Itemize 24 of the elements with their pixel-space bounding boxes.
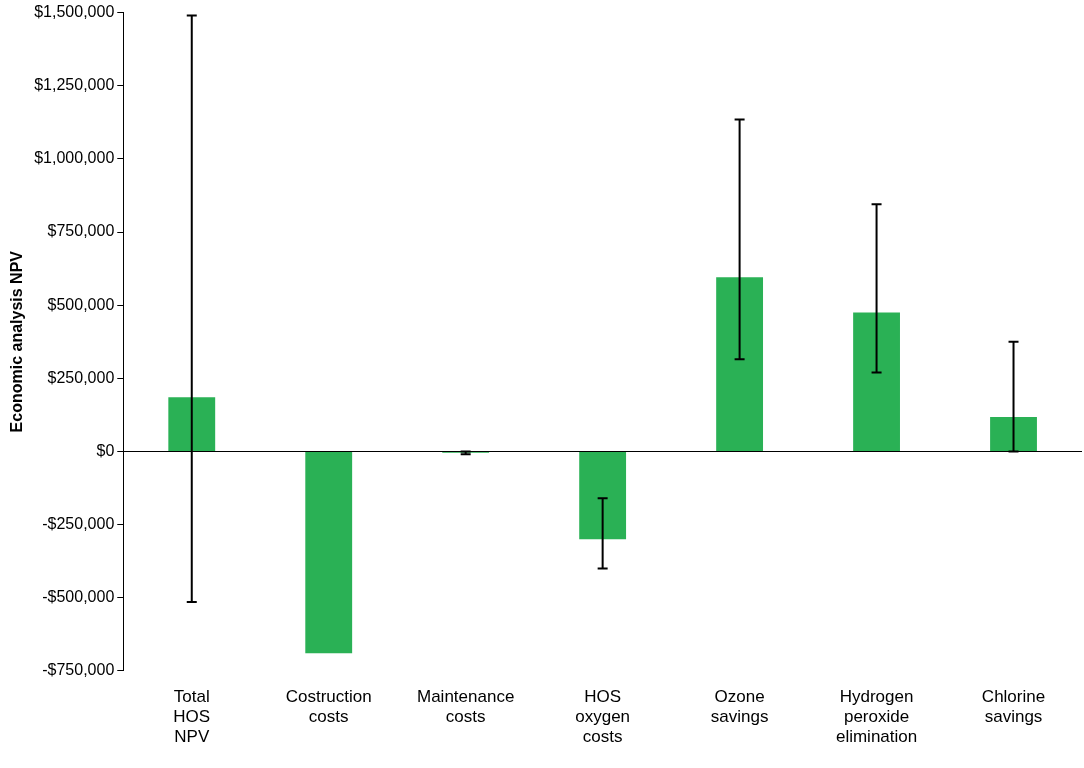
x-tick-label: Hydrogen peroxide elimination (835, 686, 918, 747)
y-tick-label: $1,250,000 (34, 76, 115, 94)
bar (853, 312, 900, 451)
x-tick-label: Total HOS NPV (173, 686, 211, 747)
bar (579, 451, 627, 540)
x-tick-label: Maintenance costs (417, 686, 515, 727)
y-tick-label: $1,500,000 (34, 3, 115, 21)
y-tick-label: -$500,000 (42, 588, 115, 606)
y-axis-title: Economic analysis NPV (8, 250, 26, 433)
bar (168, 397, 216, 451)
x-tick-label: Chlorine savings (981, 686, 1046, 727)
y-tick-label: -$250,000 (42, 514, 115, 532)
y-tick-label: $0 (96, 441, 115, 459)
bar (716, 277, 764, 451)
x-tick-label: Costruction costs (285, 686, 372, 727)
x-tick-label: HOS oxygen costs (575, 686, 631, 747)
bar (990, 416, 1037, 451)
x-tick-label: Ozone savings (710, 686, 769, 727)
y-tick-label: $250,000 (47, 368, 115, 386)
bar (305, 451, 353, 654)
y-tick-label: $1,000,000 (34, 149, 115, 167)
y-tick-label: $500,000 (47, 295, 115, 313)
y-tick-label: $750,000 (47, 222, 115, 240)
y-tick-label: -$750,000 (42, 661, 115, 679)
